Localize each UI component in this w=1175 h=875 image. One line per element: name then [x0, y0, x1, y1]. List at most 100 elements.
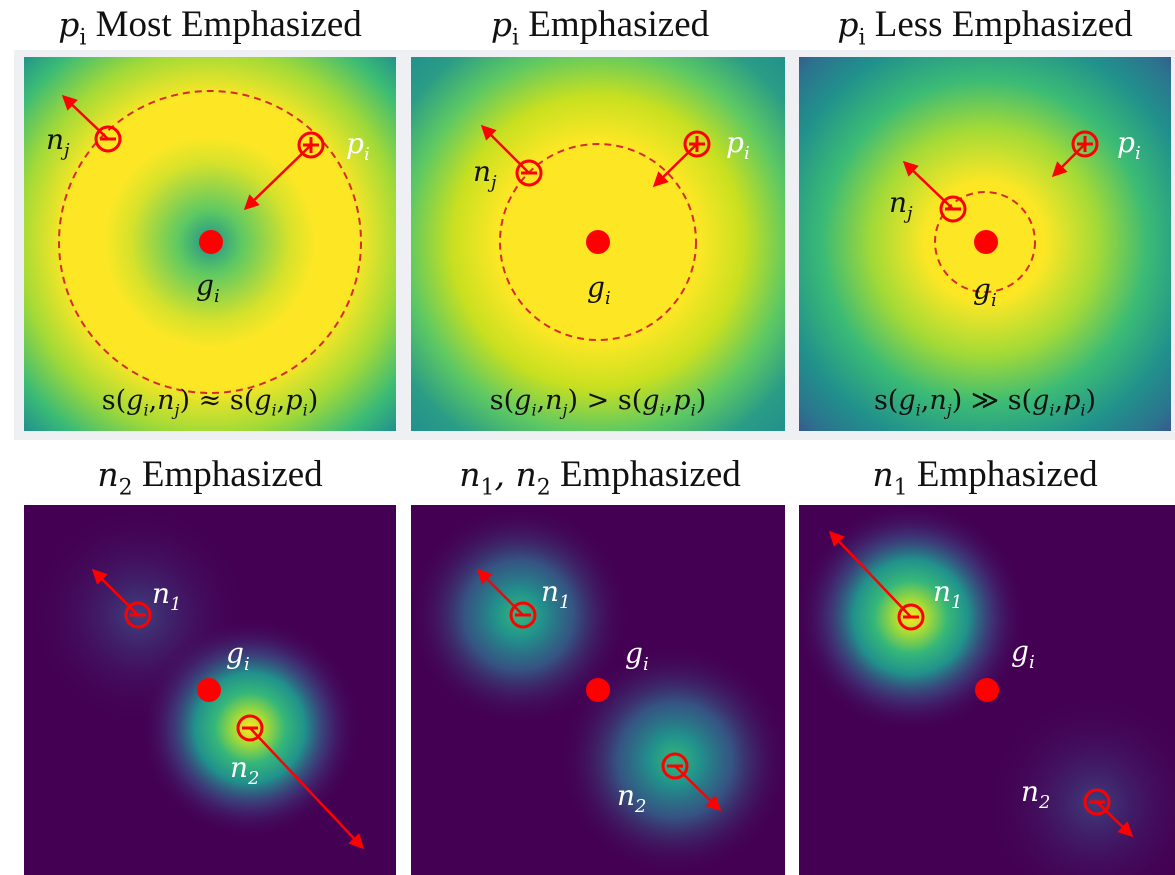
formula-g: g [126, 385, 144, 416]
formula-op: ≈ [198, 385, 222, 416]
label-g: g [587, 271, 605, 304]
panel-title-6: n1 Emphasized [795, 456, 1175, 499]
svg-text:pi: pi [726, 126, 750, 164]
label-n: n [473, 155, 491, 188]
label-n: n [889, 186, 907, 219]
svg-text:n2: n2 [230, 751, 260, 789]
panel-title-4: n2 Emphasized [20, 456, 400, 499]
n2-minus-icon [661, 752, 689, 780]
plus-marker-icon [297, 131, 325, 159]
label-g: g [625, 637, 643, 670]
n1-minus-icon [897, 603, 925, 631]
formula-n: n [545, 385, 563, 416]
label-g-sub: i [991, 290, 997, 311]
svg-text:gi: gi [1011, 635, 1035, 673]
label-p: p [726, 126, 744, 159]
n2-minus-icon [236, 714, 264, 742]
label-g: g [1011, 635, 1029, 668]
title-6-symbol: n [872, 455, 894, 494]
anchor-point [199, 230, 223, 254]
formula-s: s( [101, 385, 127, 416]
label-p-sub: i [364, 144, 370, 165]
title-3-sub: i [858, 25, 866, 51]
label-g-sub: i [1029, 652, 1035, 673]
anchor-point [975, 678, 999, 702]
minus-marker-icon [515, 159, 543, 187]
title-5-text: Emphasized [559, 454, 741, 495]
panel-2: nj pi gi s(gi,nj) > s(gi,pi) [411, 57, 785, 431]
formula-op: > [586, 385, 610, 416]
formula-s2: s( [617, 385, 643, 416]
negative-arrow [61, 94, 109, 140]
formula-p-sub: i [302, 400, 308, 420]
panel-6: n1 gi n2 [799, 505, 1175, 875]
n1-minus-icon [509, 601, 537, 629]
label-n2: n [1021, 775, 1039, 808]
title-2-text: Emphasized [528, 4, 710, 45]
formula-n-sub: j [562, 400, 568, 420]
anchor-point [586, 678, 610, 702]
formula-g: g [898, 385, 916, 416]
svg-text:nj: nj [46, 123, 70, 161]
boundary-circle [58, 90, 362, 394]
anchor-point [974, 230, 998, 254]
panel-1-heatmap: nj pi gi [24, 57, 396, 431]
formula-p-sub: i [1080, 400, 1086, 420]
formula-g-sub: i [143, 400, 149, 420]
panel-4: n1 gi n2 [24, 505, 396, 875]
boundary-circle [499, 143, 697, 341]
formula-n: n [929, 385, 947, 416]
label-n-sub: j [60, 140, 70, 161]
formula-g2-sub: i [1049, 400, 1055, 420]
n2-minus-icon [1083, 788, 1111, 816]
similarity-formula: s(gi,nj) > s(gi,pi) [489, 385, 707, 420]
panel-1: nj pi gi s(gi,nj) ≈ s(gi,pi) [24, 57, 396, 431]
title-5-symbol-2: , n [494, 455, 537, 494]
n2-arrow [1096, 801, 1134, 838]
svg-text:n2: n2 [617, 779, 647, 817]
panel-title-1: pi Most Emphasized [20, 6, 400, 49]
label-p: p [1117, 126, 1135, 159]
formula-n-sub: j [174, 400, 180, 420]
formula-p: p [673, 385, 691, 416]
title-4-text: Emphasized [141, 454, 323, 495]
panel-5-heatmap: n1 gi n2 [411, 505, 785, 875]
n1-arrow [476, 568, 524, 616]
svg-text:pi: pi [346, 127, 370, 165]
label-n1-sub: 1 [170, 594, 181, 615]
panel-title-3: pi Less Emphasized [795, 6, 1175, 49]
n2-arrow [674, 765, 722, 812]
svg-text:gi: gi [973, 273, 997, 311]
svg-text:nj: nj [889, 186, 913, 224]
n1-arrow [91, 568, 139, 616]
panel-title-5: n1, n2 Emphasized [400, 456, 800, 499]
similarity-formula: s(gi,nj) ≫ s(gi,pi) [873, 385, 1097, 420]
label-p-sub: i [1135, 143, 1141, 164]
formula-s: s( [873, 385, 899, 416]
label-p-sub: i [744, 143, 750, 164]
anchor-point [197, 678, 221, 702]
panel-3-heatmap: nj pi gi [799, 57, 1171, 431]
formula-g2-sub: i [271, 400, 277, 420]
title-5-symbol: n [459, 455, 481, 494]
svg-text:n1: n1 [541, 575, 571, 613]
title-5-sub-2: 2 [536, 475, 551, 501]
label-g: g [226, 637, 244, 670]
title-1-text: Most Emphasized [95, 4, 362, 45]
n2-arrow [249, 727, 365, 850]
label-n1-sub: 1 [559, 592, 570, 613]
label-n2-sub: 2 [247, 768, 259, 789]
title-2-sub: i [512, 25, 520, 51]
formula-g: g [514, 385, 532, 416]
label-g: g [973, 273, 991, 306]
minus-marker-icon [939, 195, 967, 223]
label-g-sub: i [244, 654, 250, 675]
title-3-text: Less Emphasized [874, 4, 1133, 45]
title-4-symbol: n [97, 455, 119, 494]
label-g-sub: i [605, 288, 611, 309]
formula-p: p [285, 385, 303, 416]
positive-arrow [1051, 143, 1086, 178]
panel-title-2: pi Emphasized [410, 6, 790, 49]
svg-text:gi: gi [196, 269, 220, 307]
boundary-circle [934, 191, 1036, 293]
